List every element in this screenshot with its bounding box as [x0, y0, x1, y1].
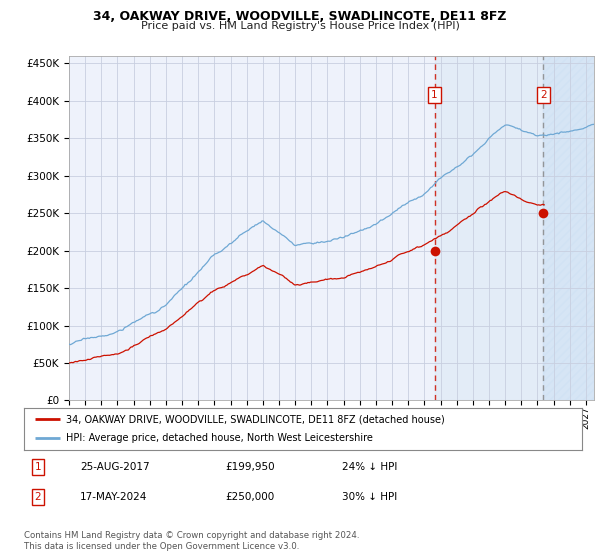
Text: £199,950: £199,950 [225, 462, 275, 472]
Text: 2: 2 [35, 492, 41, 502]
Text: 25-AUG-2017: 25-AUG-2017 [80, 462, 149, 472]
Text: 24% ↓ HPI: 24% ↓ HPI [342, 462, 397, 472]
Text: 17-MAY-2024: 17-MAY-2024 [80, 492, 147, 502]
Text: 1: 1 [431, 90, 438, 100]
Text: 1: 1 [35, 462, 41, 472]
Text: 30% ↓ HPI: 30% ↓ HPI [342, 492, 397, 502]
Text: Price paid vs. HM Land Registry's House Price Index (HPI): Price paid vs. HM Land Registry's House … [140, 21, 460, 31]
Text: Contains HM Land Registry data © Crown copyright and database right 2024.: Contains HM Land Registry data © Crown c… [24, 531, 359, 540]
Text: HPI: Average price, detached house, North West Leicestershire: HPI: Average price, detached house, Nort… [66, 433, 373, 444]
Text: 2: 2 [540, 90, 547, 100]
Bar [544, 56, 594, 400]
Text: 34, OAKWAY DRIVE, WOODVILLE, SWADLINCOTE, DE11 8FZ: 34, OAKWAY DRIVE, WOODVILLE, SWADLINCOTE… [93, 10, 507, 22]
Text: £250,000: £250,000 [225, 492, 274, 502]
Bar [434, 56, 544, 400]
Text: This data is licensed under the Open Government Licence v3.0.: This data is licensed under the Open Gov… [24, 542, 299, 550]
Text: 34, OAKWAY DRIVE, WOODVILLE, SWADLINCOTE, DE11 8FZ (detached house): 34, OAKWAY DRIVE, WOODVILLE, SWADLINCOTE… [66, 414, 445, 424]
